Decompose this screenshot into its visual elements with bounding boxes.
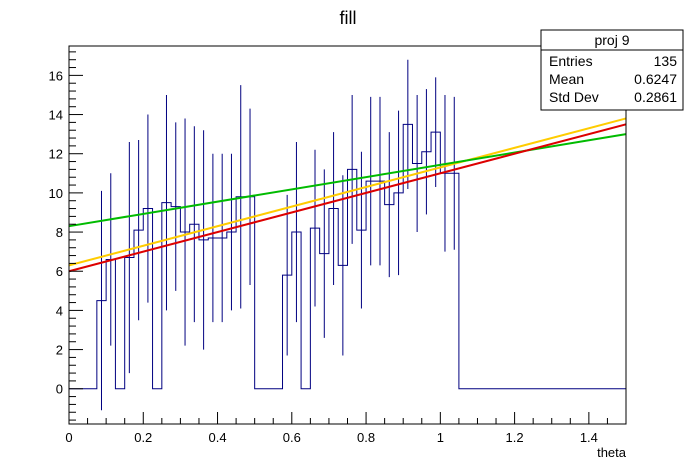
x-tick-label: 0.2 [134,430,152,445]
data-layer [68,59,627,411]
y-tick-label: 4 [56,303,63,318]
stats-mean-value: 0.6247 [634,71,677,87]
y-tick-label: 8 [56,225,63,240]
x-tick-label: 1.2 [506,430,524,445]
stats-stddev-value: 0.2861 [634,89,677,105]
x-tick-label: 1.4 [580,430,598,445]
stats-entries-label: Entries [549,53,593,69]
x-axis-label: theta [597,445,627,460]
y-tick-label: 14 [49,108,63,123]
stats-mean-label: Mean [549,71,584,87]
y-tick-label: 2 [56,343,63,358]
stats-entries-value: 135 [654,53,678,69]
x-tick-label: 0.8 [357,430,375,445]
chart-title: fill [340,8,357,28]
y-tick-label: 12 [49,147,63,162]
y-axis: 0 2 4 6 8 10 12 14 16 [49,51,83,421]
stats-box-frame [540,29,684,111]
x-tick-label: 0 [65,430,72,445]
fit-line-0 [68,117,627,267]
y-tick-label: 16 [49,68,63,83]
fit-line-2 [68,123,627,273]
x-tick-label: 0.4 [208,430,226,445]
x-axis: 0 0.2 0.4 0.6 0.8 1 1.2 1.4 [65,412,627,445]
y-tick-label: 10 [49,186,63,201]
y-tick-label: 6 [56,264,63,279]
x-tick-label: 0.6 [283,430,301,445]
stats-box-title: proj 9 [594,32,629,48]
stats-stddev-label: Std Dev [549,89,599,105]
x-tick-label: 1 [437,430,444,445]
stats-box: proj 9 Entries 135 Mean 0.6247 Std Dev 0… [540,29,684,111]
y-tick-label: 0 [56,382,63,397]
